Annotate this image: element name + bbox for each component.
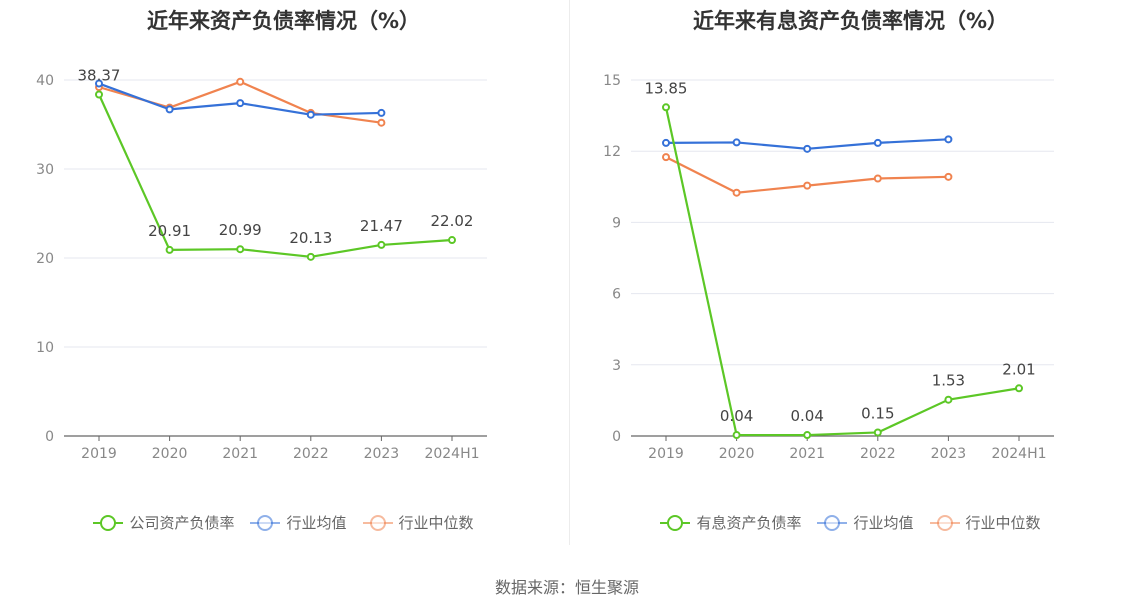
chart-legend: 公司资产负债率 行业均值 行业中位数 — [0, 512, 567, 533]
data-label: 0.04 — [720, 407, 753, 425]
x-tick-label: 2020 — [719, 446, 755, 462]
data-point — [873, 138, 882, 147]
x-tick-label: 2020 — [152, 446, 188, 462]
data-point — [803, 181, 812, 190]
data-point — [236, 99, 245, 108]
x-tick-label: 2021 — [222, 446, 258, 462]
data-point — [1015, 384, 1023, 393]
y-tick-label: 10 — [36, 340, 54, 356]
x-tick-label: 2024H1 — [991, 446, 1046, 462]
legend-marker-icon — [362, 513, 393, 533]
x-tick-label: 2019 — [81, 446, 117, 462]
legend-item-industry-median[interactable]: 行业中位数 — [929, 512, 1041, 533]
data-label: 21.47 — [360, 217, 403, 235]
x-tick-label: 2023 — [364, 446, 400, 462]
legend-marker-icon — [660, 513, 691, 533]
legend-marker-icon — [93, 513, 124, 533]
series-line-company — [97, 94, 453, 258]
x-tick-label: 2021 — [789, 446, 825, 462]
data-point — [377, 118, 386, 127]
data-point — [803, 144, 812, 153]
y-tick-label: 20 — [36, 251, 54, 267]
data-point — [165, 245, 174, 254]
legend-item-industry-median[interactable]: 行业中位数 — [362, 512, 474, 533]
data-point — [803, 431, 812, 440]
data-point — [732, 188, 741, 197]
y-tick-label: 3 — [612, 358, 621, 374]
data-point — [95, 90, 103, 99]
legend-label: 公司资产负债率 — [129, 514, 235, 532]
data-point — [873, 174, 882, 183]
chart-title: 近年来资产负债率情况（%） — [146, 9, 421, 33]
data-point — [306, 110, 315, 119]
chart-plot-debt-ratio: 0 10 20 30 40 2019 2020 2021 2022 2023 2024H1 38.37… — [36, 67, 487, 462]
y-tick-label: 9 — [612, 215, 621, 231]
legend-item-company[interactable]: 有息资产负债率 — [660, 512, 801, 533]
chart-plot-interest-debt-ratio: 0 3 6 9 12 15 2019 2020 2021 2022 2023 2024H1 13.85 0… — [603, 73, 1054, 462]
data-point — [662, 153, 670, 162]
legend-label: 行业中位数 — [398, 514, 474, 532]
y-tick-label: 6 — [612, 287, 621, 303]
legend-label: 有息资产负债率 — [696, 514, 802, 532]
data-point — [306, 252, 315, 261]
y-tick-label: 0 — [45, 429, 54, 445]
legend-item-industry-avg[interactable]: 行业均值 — [250, 512, 347, 533]
chart-panel-interest-debt-ratio: 近年来有息资产负债率情况（%） 0 3 6 9 12 15 2019 2020 2021 2022… — [567, 0, 1134, 560]
data-point — [448, 236, 456, 245]
data-point — [377, 108, 386, 117]
data-point — [944, 135, 953, 144]
x-tick-label: 2022 — [293, 446, 329, 462]
data-point — [873, 428, 882, 437]
data-label: 38.37 — [78, 67, 121, 85]
legend-label: 行业均值 — [286, 514, 347, 532]
x-tick-label: 2023 — [931, 446, 967, 462]
data-point — [165, 105, 174, 114]
legend-item-industry-avg[interactable]: 行业均值 — [817, 512, 914, 533]
chart-title: 近年来有息资产负债率情况（%） — [692, 9, 1009, 33]
data-label: 20.91 — [148, 222, 191, 240]
legend-marker-icon — [250, 513, 281, 533]
series-line-industry-avg — [98, 82, 382, 116]
panel-divider — [569, 0, 570, 545]
data-label: 2.01 — [1002, 360, 1035, 378]
data-label: 0.04 — [790, 407, 823, 425]
data-point — [732, 431, 741, 440]
data-point — [377, 240, 386, 249]
legend-item-company[interactable]: 公司资产负债率 — [93, 512, 234, 533]
x-tick-label: 2024H1 — [424, 446, 479, 462]
legend-label: 行业中位数 — [965, 514, 1041, 532]
data-point — [662, 138, 670, 147]
data-point — [95, 79, 103, 88]
series-line-company — [664, 107, 1020, 437]
data-label: 0.15 — [861, 404, 894, 422]
data-point — [732, 138, 741, 147]
legend-marker-icon — [817, 513, 848, 533]
legend-label: 行业均值 — [853, 514, 914, 532]
chart-legend: 有息资产负债率 行业均值 行业中位数 — [567, 512, 1134, 533]
data-label: 22.02 — [431, 212, 474, 230]
y-tick-label: 0 — [612, 429, 621, 445]
data-label: 20.13 — [289, 229, 332, 247]
data-point — [944, 172, 953, 181]
legend-marker-icon — [929, 513, 960, 533]
data-point — [944, 395, 953, 404]
x-tick-label: 2022 — [860, 446, 896, 462]
chart-panel-debt-ratio: 近年来资产负债率情况（%） 0 10 20 30 40 2019 2020 2021 2022 2… — [0, 0, 567, 560]
y-tick-label: 12 — [603, 144, 621, 160]
y-tick-label: 40 — [36, 73, 54, 89]
x-tick-label: 2019 — [648, 446, 684, 462]
data-point — [662, 103, 670, 112]
data-label: 20.99 — [219, 221, 262, 239]
data-label: 13.85 — [645, 79, 688, 97]
data-point — [236, 77, 245, 86]
data-label: 1.53 — [932, 372, 965, 390]
data-source-note: 数据来源：恒生聚源 — [494, 578, 639, 597]
data-point — [236, 245, 245, 254]
y-tick-label: 15 — [603, 73, 621, 89]
y-tick-label: 30 — [36, 162, 54, 178]
